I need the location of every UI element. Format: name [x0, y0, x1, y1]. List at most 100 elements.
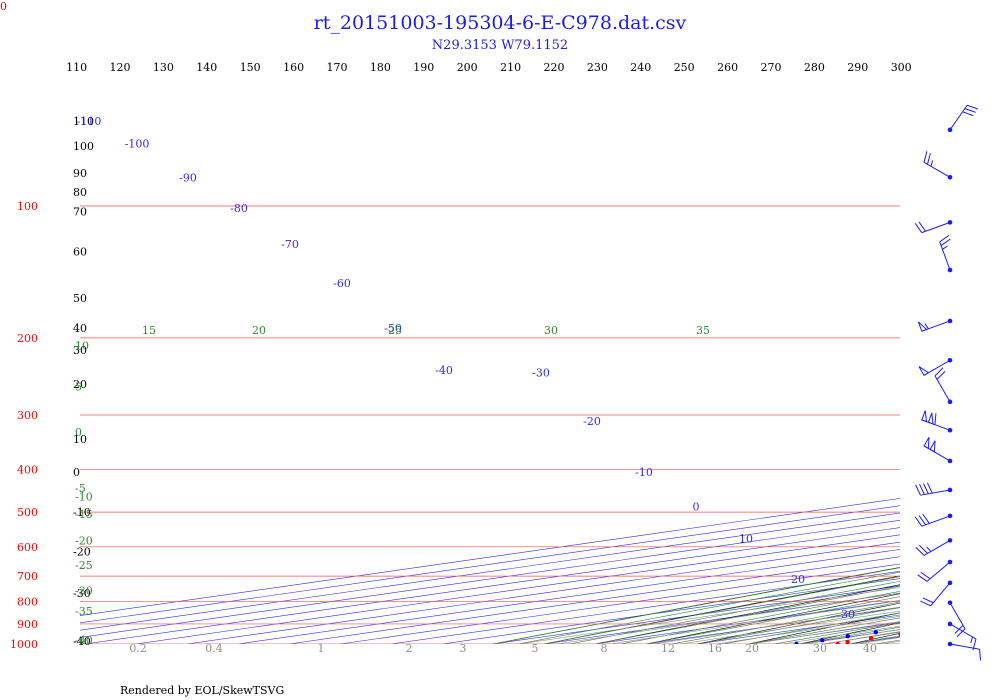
top-axis-tick: 120 [110, 61, 131, 74]
isotherm-label: -80 [230, 202, 248, 215]
mixing-ratio-line [519, 587, 900, 644]
pressure-label: 300 [17, 409, 38, 422]
wind-barb-halfflag [970, 636, 973, 644]
isotherm-line [952, 92, 1000, 644]
wind-barb-staff [949, 602, 966, 629]
wind-barb-flag [917, 574, 928, 582]
data-layer [794, 620, 973, 644]
isotherm-line [390, 570, 900, 644]
dry-adiabat-label: 110 [73, 115, 94, 128]
wind-barb [939, 234, 953, 273]
dewpoint-point [820, 637, 825, 643]
dewpoint-point [873, 630, 878, 635]
isotherm-line [80, 498, 900, 616]
dry-adiabat-line [952, 92, 1000, 644]
mixing-ratio-label: 0.4 [205, 642, 223, 655]
wind-barb-staff [923, 161, 951, 178]
wind-barb-staff [949, 643, 980, 650]
isotherm-label: 20 [791, 573, 805, 586]
top-axis-tick: 190 [413, 61, 434, 74]
wind-barb-flag [918, 221, 926, 232]
dry-adiabat-line [798, 622, 900, 644]
wind-barb-flag [934, 367, 944, 377]
isotherm-line [135, 534, 900, 644]
pressure-label: 500 [17, 506, 38, 519]
wind-barb-staff [930, 582, 951, 607]
wind-barb-flag [922, 513, 930, 524]
mixing-ratio-line [804, 629, 900, 644]
dry-adiabat-label: 70 [73, 206, 87, 219]
wind-barb-staff [923, 539, 951, 556]
axis-labels: 110 120 130 140 150 160 170 180 190 200 210 220 230 2… [10, 61, 912, 655]
pressure-label: 1000 [10, 638, 38, 651]
isotherm-line [849, 636, 900, 644]
moist-adiabat-line [569, 580, 900, 644]
moist-adiabat-label: -40 [75, 634, 93, 647]
moist-adiabat-label: -5 [75, 482, 86, 495]
wind-barb-pennant [918, 366, 930, 376]
mixing-ratio-line [715, 616, 900, 644]
wind-barb-point [947, 458, 953, 464]
dry-adiabat-label: 50 [73, 292, 87, 305]
moist-adiabat-line [594, 585, 900, 644]
top-axis-tick: 280 [804, 61, 825, 74]
pressure-label: 200 [17, 332, 38, 345]
isotherm-line [80, 512, 900, 631]
isotherm-label: -50 [384, 322, 402, 335]
isotherm-label: -70 [281, 238, 299, 251]
top-axis-tick: 220 [544, 61, 565, 74]
wind-barb-flag [926, 482, 933, 494]
moist-adiabat-label: 10 [75, 339, 89, 352]
top-axis-tick: 290 [847, 61, 868, 74]
wind-barb-flag [914, 223, 923, 233]
wind-barb [914, 513, 953, 527]
moist-adiabat-label: -30 [75, 585, 93, 598]
wind-barb-flag [939, 234, 950, 243]
dry-adiabat-label: 60 [73, 245, 87, 258]
pressure-label: 600 [17, 541, 38, 554]
pressure-label: 400 [17, 464, 38, 477]
temperature-point [845, 639, 850, 644]
wind-barb-flag [964, 108, 976, 113]
wind-barb [947, 621, 977, 651]
wind-barb-flag [979, 649, 982, 661]
wind-barb [923, 437, 953, 464]
wind-barb [917, 318, 953, 332]
isotherm-label: 0 [693, 500, 700, 513]
isotherm-line [798, 629, 900, 644]
wind-barb [921, 410, 953, 433]
isotherm-label: -110 [77, 115, 102, 128]
moist-adiabat-line [492, 567, 900, 644]
moist-adiabat-label: -15 [75, 508, 93, 521]
dry-adiabat-line [696, 602, 900, 644]
top-axis-tick: 160 [283, 61, 304, 74]
moist-adiabat-label: 35 [696, 324, 710, 337]
isotherm-line [80, 519, 900, 638]
temperature-series [835, 620, 973, 644]
dry-adiabat-line [492, 567, 900, 644]
wind-barb-halfflag [924, 323, 929, 330]
moist-adiabat-label: 0 [75, 426, 82, 439]
isotherm-line [441, 578, 900, 644]
moist-adiabat-line [620, 591, 900, 644]
isotherm-label: 30 [841, 608, 855, 621]
wind-barb-flag [915, 484, 921, 496]
top-axis-tick: 200 [457, 61, 478, 74]
wind-barb-flag [926, 153, 931, 165]
wind-barb-pennant [923, 437, 930, 450]
mixing-ratio-line [881, 640, 900, 644]
wind-barb-flag [914, 516, 923, 527]
moist-adiabat-label: -10 [75, 490, 93, 503]
wind-barb-flag [919, 483, 925, 495]
wind-barb-flag [918, 515, 926, 526]
moist-adiabat-label: 5 [75, 380, 82, 393]
dewpoint-point [845, 634, 850, 639]
moist-adiabat-label: -25 [75, 559, 93, 572]
wind-barb-flag [915, 547, 925, 556]
mixing-ratio-label: 5 [532, 642, 539, 655]
temperature-point [969, 620, 973, 624]
mixing-ratio-line [823, 632, 900, 644]
wind-barb-staff [939, 241, 951, 271]
wind-barb-flag [962, 111, 974, 117]
